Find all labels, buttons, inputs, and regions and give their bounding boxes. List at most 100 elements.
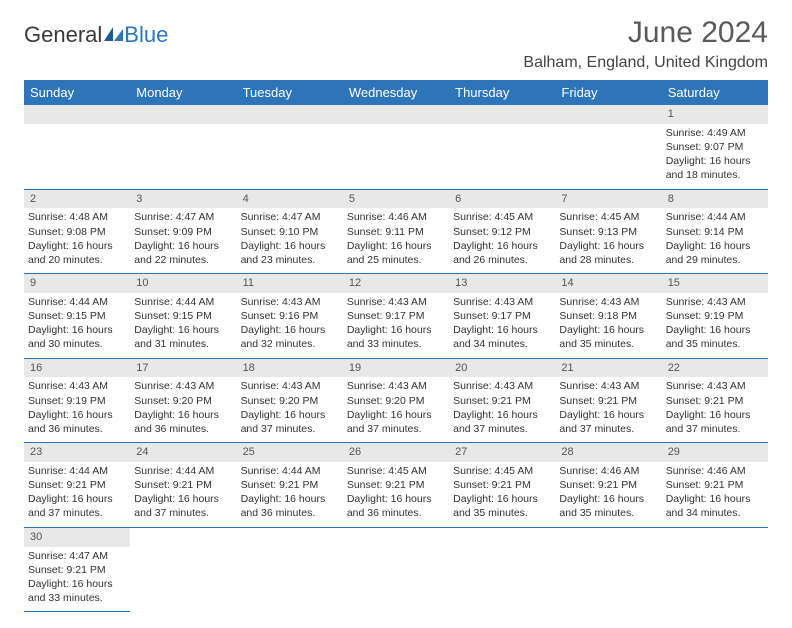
day-cell-empty <box>130 547 236 612</box>
week-3-content-row: Sunrise: 4:43 AMSunset: 9:19 PMDaylight:… <box>24 377 768 442</box>
day-header-sunday: Sunday <box>24 80 130 105</box>
week-5-daynum-row: 30 <box>24 527 768 546</box>
logo-text-blue: Blue <box>124 22 168 48</box>
daynum-2: 2 <box>24 189 130 208</box>
daynum-9: 9 <box>24 274 130 293</box>
title-block: June 2024 Balham, England, United Kingdo… <box>523 16 768 72</box>
day-cell-9: Sunrise: 4:44 AMSunset: 9:15 PMDaylight:… <box>24 293 130 358</box>
day-cell-4: Sunrise: 4:47 AMSunset: 9:10 PMDaylight:… <box>237 208 343 273</box>
day-header-thursday: Thursday <box>449 80 555 105</box>
daynum-empty <box>555 105 661 124</box>
daynum-empty <box>130 105 236 124</box>
day-cell-10: Sunrise: 4:44 AMSunset: 9:15 PMDaylight:… <box>130 293 236 358</box>
day-cell-26: Sunrise: 4:45 AMSunset: 9:21 PMDaylight:… <box>343 462 449 527</box>
daynum-5: 5 <box>343 189 449 208</box>
day-cell-empty <box>343 547 449 612</box>
day-cell-15: Sunrise: 4:43 AMSunset: 9:19 PMDaylight:… <box>662 293 768 358</box>
week-2-content-row: Sunrise: 4:44 AMSunset: 9:15 PMDaylight:… <box>24 293 768 358</box>
daynum-empty <box>237 105 343 124</box>
daynum-26: 26 <box>343 443 449 462</box>
sail-icon <box>104 27 124 43</box>
daynum-empty <box>130 527 236 546</box>
week-4-daynum-row: 23242526272829 <box>24 443 768 462</box>
day-header-wednesday: Wednesday <box>343 80 449 105</box>
day-cell-empty <box>662 547 768 612</box>
day-cell-empty <box>555 547 661 612</box>
day-cell-1: Sunrise: 4:49 AMSunset: 9:07 PMDaylight:… <box>662 124 768 189</box>
day-cell-29: Sunrise: 4:46 AMSunset: 9:21 PMDaylight:… <box>662 462 768 527</box>
week-1-daynum-row: 2345678 <box>24 189 768 208</box>
day-cell-28: Sunrise: 4:46 AMSunset: 9:21 PMDaylight:… <box>555 462 661 527</box>
daynum-empty <box>555 527 661 546</box>
daynum-6: 6 <box>449 189 555 208</box>
daynum-empty <box>237 527 343 546</box>
daynum-15: 15 <box>662 274 768 293</box>
daynum-28: 28 <box>555 443 661 462</box>
day-cell-27: Sunrise: 4:45 AMSunset: 9:21 PMDaylight:… <box>449 462 555 527</box>
daynum-1: 1 <box>662 105 768 124</box>
day-header-friday: Friday <box>555 80 661 105</box>
daynum-30: 30 <box>24 527 130 546</box>
day-cell-17: Sunrise: 4:43 AMSunset: 9:20 PMDaylight:… <box>130 377 236 442</box>
daynum-12: 12 <box>343 274 449 293</box>
day-cell-18: Sunrise: 4:43 AMSunset: 9:20 PMDaylight:… <box>237 377 343 442</box>
daynum-empty <box>343 105 449 124</box>
day-cell-23: Sunrise: 4:44 AMSunset: 9:21 PMDaylight:… <box>24 462 130 527</box>
day-cell-16: Sunrise: 4:43 AMSunset: 9:19 PMDaylight:… <box>24 377 130 442</box>
day-cell-3: Sunrise: 4:47 AMSunset: 9:09 PMDaylight:… <box>130 208 236 273</box>
day-cell-2: Sunrise: 4:48 AMSunset: 9:08 PMDaylight:… <box>24 208 130 273</box>
day-cell-empty <box>130 124 236 189</box>
daynum-23: 23 <box>24 443 130 462</box>
day-cell-empty <box>24 124 130 189</box>
day-cell-25: Sunrise: 4:44 AMSunset: 9:21 PMDaylight:… <box>237 462 343 527</box>
header: General Blue June 2024 Balham, England, … <box>24 16 768 72</box>
day-cell-empty <box>237 124 343 189</box>
day-cell-empty <box>449 124 555 189</box>
day-cell-20: Sunrise: 4:43 AMSunset: 9:21 PMDaylight:… <box>449 377 555 442</box>
daynum-empty <box>343 527 449 546</box>
day-cell-22: Sunrise: 4:43 AMSunset: 9:21 PMDaylight:… <box>662 377 768 442</box>
calendar-table: SundayMondayTuesdayWednesdayThursdayFrid… <box>24 80 768 612</box>
daynum-25: 25 <box>237 443 343 462</box>
day-cell-empty <box>555 124 661 189</box>
day-cell-6: Sunrise: 4:45 AMSunset: 9:12 PMDaylight:… <box>449 208 555 273</box>
day-header-tuesday: Tuesday <box>237 80 343 105</box>
daynum-20: 20 <box>449 358 555 377</box>
week-4-content-row: Sunrise: 4:44 AMSunset: 9:21 PMDaylight:… <box>24 462 768 527</box>
daynum-16: 16 <box>24 358 130 377</box>
daynum-29: 29 <box>662 443 768 462</box>
daynum-empty <box>24 105 130 124</box>
logo-text-general: General <box>24 22 102 48</box>
week-2-daynum-row: 9101112131415 <box>24 274 768 293</box>
day-cell-14: Sunrise: 4:43 AMSunset: 9:18 PMDaylight:… <box>555 293 661 358</box>
month-title: June 2024 <box>523 16 768 50</box>
day-cell-8: Sunrise: 4:44 AMSunset: 9:14 PMDaylight:… <box>662 208 768 273</box>
day-header-saturday: Saturday <box>662 80 768 105</box>
daynum-22: 22 <box>662 358 768 377</box>
day-cell-7: Sunrise: 4:45 AMSunset: 9:13 PMDaylight:… <box>555 208 661 273</box>
daynum-10: 10 <box>130 274 236 293</box>
daynum-21: 21 <box>555 358 661 377</box>
daynum-19: 19 <box>343 358 449 377</box>
week-3-daynum-row: 16171819202122 <box>24 358 768 377</box>
week-1-content-row: Sunrise: 4:48 AMSunset: 9:08 PMDaylight:… <box>24 208 768 273</box>
day-cell-empty <box>237 547 343 612</box>
week-5-content-row: Sunrise: 4:47 AMSunset: 9:21 PMDaylight:… <box>24 547 768 612</box>
daynum-7: 7 <box>555 189 661 208</box>
daynum-8: 8 <box>662 189 768 208</box>
day-cell-24: Sunrise: 4:44 AMSunset: 9:21 PMDaylight:… <box>130 462 236 527</box>
day-header-monday: Monday <box>130 80 236 105</box>
week-0-daynum-row: 1 <box>24 105 768 124</box>
daynum-11: 11 <box>237 274 343 293</box>
logo: General Blue <box>24 22 168 48</box>
day-cell-11: Sunrise: 4:43 AMSunset: 9:16 PMDaylight:… <box>237 293 343 358</box>
daynum-17: 17 <box>130 358 236 377</box>
daynum-empty <box>449 105 555 124</box>
day-cell-30: Sunrise: 4:47 AMSunset: 9:21 PMDaylight:… <box>24 547 130 612</box>
daynum-13: 13 <box>449 274 555 293</box>
day-cell-19: Sunrise: 4:43 AMSunset: 9:20 PMDaylight:… <box>343 377 449 442</box>
daynum-3: 3 <box>130 189 236 208</box>
daynum-14: 14 <box>555 274 661 293</box>
day-cell-13: Sunrise: 4:43 AMSunset: 9:17 PMDaylight:… <box>449 293 555 358</box>
week-0-content-row: Sunrise: 4:49 AMSunset: 9:07 PMDaylight:… <box>24 124 768 189</box>
